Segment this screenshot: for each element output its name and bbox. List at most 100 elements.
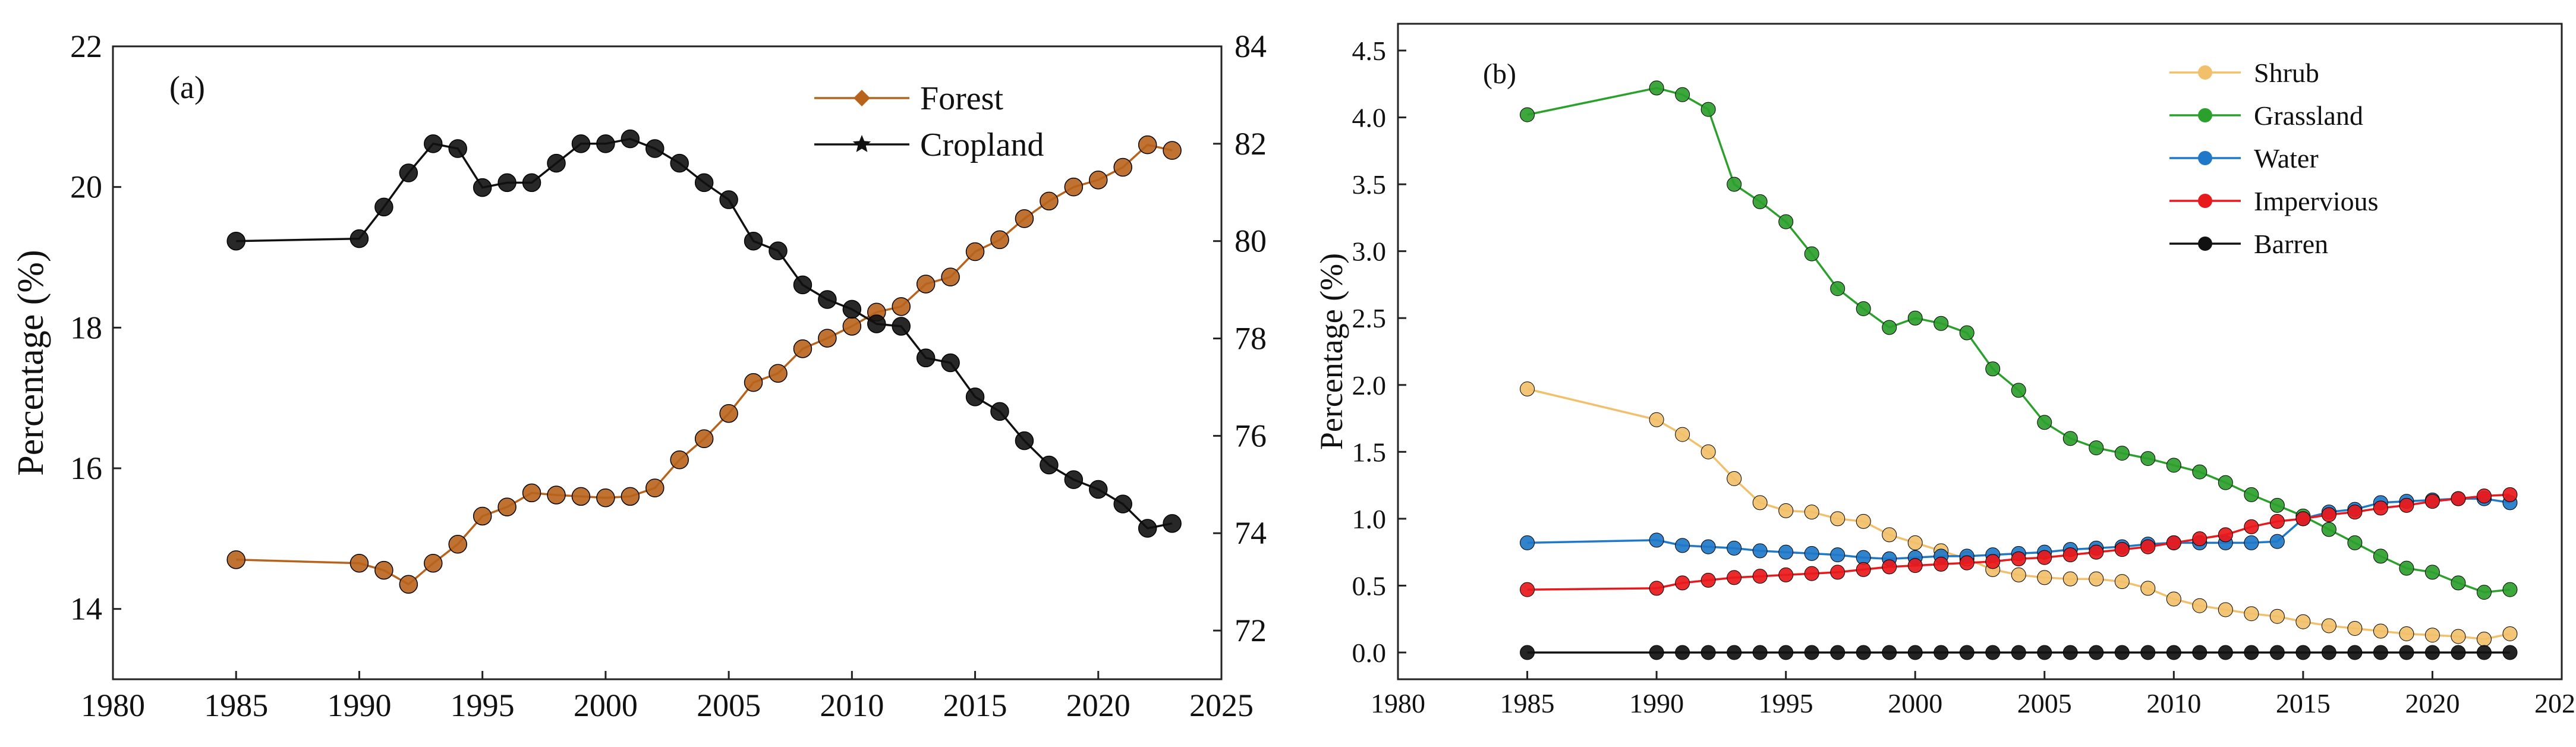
data-point	[892, 317, 911, 336]
legend-marker-cropland	[852, 135, 871, 152]
data-point	[522, 173, 541, 193]
x-tick-label: 2010	[820, 688, 884, 723]
data-point	[424, 134, 443, 153]
data-point	[547, 153, 566, 173]
data-point	[2451, 575, 2466, 591]
data-point	[1700, 444, 1716, 459]
data-point	[645, 139, 665, 158]
data-point	[2451, 645, 2466, 660]
data-point	[1959, 325, 1974, 341]
data-point	[1830, 547, 1846, 563]
panel-label: (a)	[169, 70, 205, 105]
legend-label-impervious: Impervious	[2254, 186, 2379, 216]
data-point	[769, 241, 788, 260]
data-point	[1700, 572, 1716, 588]
data-point	[2399, 645, 2414, 660]
data-point	[1675, 575, 1690, 591]
data-point	[2502, 582, 2518, 597]
data-point	[2399, 560, 2414, 576]
data-point	[1649, 412, 1664, 427]
data-point	[1163, 514, 1182, 533]
data-point	[916, 348, 936, 368]
data-point	[941, 267, 960, 286]
data-point	[1138, 135, 1157, 155]
data-point	[2476, 585, 2492, 600]
y-tick-label: 1.5	[1352, 437, 1387, 467]
data-point	[2399, 626, 2414, 641]
data-point	[1015, 209, 1034, 228]
data-point	[842, 300, 862, 319]
data-point	[2244, 606, 2259, 622]
data-point	[497, 173, 517, 193]
data-point	[694, 173, 714, 193]
x-tick-label: 1995	[451, 688, 515, 723]
legend-marker-barren	[2198, 237, 2212, 251]
data-point	[2373, 500, 2388, 516]
data-point	[1113, 157, 1132, 177]
data-point	[793, 339, 813, 358]
data-point	[916, 275, 936, 294]
data-point	[1649, 80, 1664, 96]
data-point	[1985, 554, 2001, 569]
data-point	[818, 290, 837, 309]
data-point	[2114, 446, 2130, 461]
data-point	[1138, 519, 1157, 538]
data-point	[1830, 645, 1846, 660]
data-point	[448, 139, 467, 158]
data-point	[2192, 464, 2207, 480]
data-point	[2037, 645, 2052, 660]
data-point	[2424, 494, 2440, 509]
y2-tick-label: 74	[1235, 515, 1267, 551]
data-point	[1830, 511, 1846, 527]
data-point	[2218, 602, 2233, 617]
data-point	[399, 163, 418, 182]
data-point	[2295, 645, 2311, 660]
legend-marker-shrub	[2198, 65, 2212, 80]
data-point	[2424, 628, 2440, 643]
data-point	[1804, 505, 1819, 520]
data-point	[1727, 540, 1742, 556]
data-point	[2218, 527, 2233, 543]
data-point	[892, 297, 911, 316]
data-point	[424, 554, 443, 573]
data-point	[2269, 497, 2285, 513]
data-point	[2166, 645, 2181, 660]
data-point	[2502, 626, 2518, 641]
data-point	[818, 329, 837, 348]
data-point	[2451, 491, 2466, 506]
y-axis-label: Percentage (%)	[1314, 253, 1349, 450]
data-point	[2140, 581, 2156, 596]
data-point	[670, 450, 689, 469]
y-tick-label: 3.0	[1352, 237, 1387, 267]
data-point	[2321, 618, 2336, 633]
data-point	[1675, 645, 1690, 660]
data-point	[2140, 539, 2156, 554]
data-point	[2295, 511, 2311, 527]
data-point	[1727, 645, 1742, 660]
x-tick-label: 1990	[327, 688, 391, 723]
data-point	[1778, 544, 1794, 560]
data-point	[719, 190, 738, 209]
x-tick-label: 2025	[2534, 688, 2576, 718]
data-point	[1804, 645, 1819, 660]
data-point	[1675, 538, 1690, 553]
data-point	[2347, 620, 2363, 636]
data-point	[2269, 513, 2285, 529]
data-point	[2244, 535, 2259, 550]
legend-label-forest: Forest	[920, 80, 1003, 117]
data-point	[1089, 480, 1108, 499]
y-tick-label: 16	[70, 450, 102, 486]
data-point	[719, 404, 738, 423]
data-point	[2192, 645, 2207, 660]
y-tick-label: 0.5	[1352, 571, 1387, 601]
x-tick-label: 2000	[1888, 688, 1942, 718]
legend-label-cropland: Cropland	[920, 127, 1044, 163]
data-point	[1959, 645, 1974, 660]
data-point	[1882, 320, 1897, 335]
data-point	[2424, 645, 2440, 660]
data-point	[1856, 301, 1871, 316]
y-tick-label: 4.5	[1352, 36, 1387, 66]
data-point	[1675, 427, 1690, 442]
data-point	[2373, 645, 2388, 660]
data-point	[2037, 570, 2052, 585]
